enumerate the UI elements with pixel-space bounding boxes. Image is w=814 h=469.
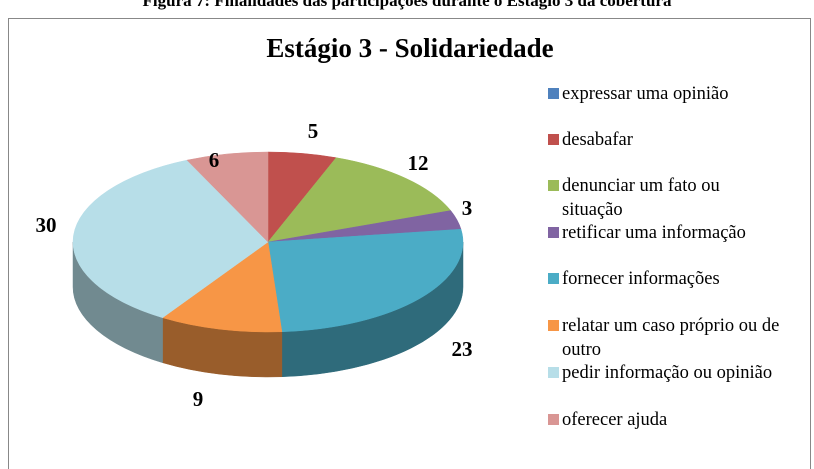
pie-slice [186,151,269,243]
pie-tops [72,151,464,333]
legend-label: expressar uma opinião [562,84,729,104]
legend-swatch [548,320,559,331]
legend-swatch [548,227,559,238]
legend-item: denunciar um fato ou situação [548,174,788,222]
legend-swatch [548,367,559,378]
legend-item: retificar uma informação [548,221,788,245]
legend-item: relatar um caso próprio ou de outro [548,314,788,362]
legend-item: oferecer ajuda [548,408,788,432]
figure-caption: Figura 7: Finalidades das participações … [142,0,672,10]
legend-item: fornecer informações [548,267,788,291]
data-label: 23 [452,337,473,361]
legend-item: expressar uma opinião [548,82,788,106]
data-label: 6 [209,148,220,172]
legend-swatch [548,134,559,145]
data-label: 30 [36,213,57,237]
legend-label: fornecer informações [562,269,720,289]
data-label: 5 [308,119,319,143]
pie-slice [267,157,452,243]
legend-label: relatar um caso próprio ou de outro [562,316,780,360]
legend-label: denunciar um fato ou situação [562,176,720,220]
chart-title: Estágio 3 - Solidariedade [266,33,553,63]
legend-swatch [548,180,559,191]
legend-swatch [548,273,559,284]
data-label: 3 [462,196,473,220]
legend-label: desabafar [562,130,633,150]
legend-swatch [548,88,559,99]
legend-item: pedir informação ou opinião [548,361,788,385]
pie-slice [162,241,283,333]
data-label: 12 [408,151,429,175]
legend-swatch [548,414,559,425]
legend-label: oferecer ajuda [562,410,668,430]
legend-label: pedir informação ou opinião [562,363,773,383]
legend-label: retificar uma informação [562,223,746,243]
pie-slice [267,228,464,333]
data-label: 9 [193,387,204,411]
chart-frame [8,18,811,469]
pie-slice [72,159,269,318]
legend-item: desabafar [548,128,788,152]
